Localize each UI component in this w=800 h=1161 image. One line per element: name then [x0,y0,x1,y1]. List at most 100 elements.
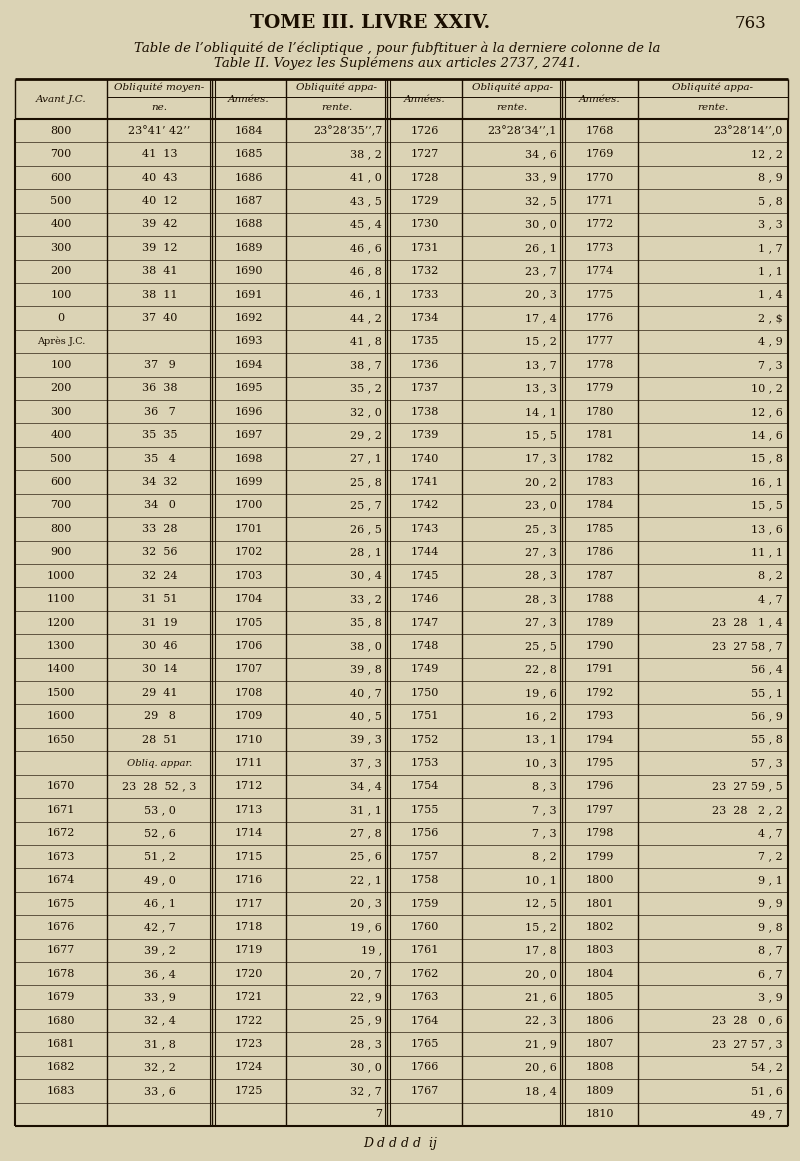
Text: 23  27 58 , 7: 23 27 58 , 7 [712,641,783,651]
Text: 23°28’35’’,7: 23°28’35’’,7 [313,125,382,136]
Text: 1740: 1740 [410,454,438,463]
Text: 40  12: 40 12 [142,196,178,205]
Text: 1709: 1709 [235,712,263,721]
Text: 1757: 1757 [410,852,438,861]
Text: 1779: 1779 [586,383,614,394]
Text: 1720: 1720 [235,968,263,979]
Text: 1795: 1795 [586,758,614,769]
Text: 1 , 1: 1 , 1 [758,266,783,276]
Text: 1685: 1685 [234,149,263,159]
Text: 23  27 59 , 5: 23 27 59 , 5 [712,781,783,792]
Text: 32 , 7: 32 , 7 [350,1086,382,1096]
Text: 1747: 1747 [410,618,438,627]
Text: 1690: 1690 [234,266,263,276]
Text: 22 , 3: 22 , 3 [525,1016,557,1025]
Text: 23  28   1 , 4: 23 28 1 , 4 [712,618,783,627]
Text: 23°41’ 42’’: 23°41’ 42’’ [128,125,190,136]
Text: 25 , 8: 25 , 8 [350,477,382,486]
Text: Obliq. appar.: Obliq. appar. [127,758,192,767]
Text: 200: 200 [50,383,72,394]
Text: 19 ,: 19 , [361,945,382,956]
Text: 1762: 1762 [410,968,438,979]
Text: 20 , 2: 20 , 2 [525,477,557,486]
Text: 1780: 1780 [586,406,614,417]
Text: 1787: 1787 [586,571,614,580]
Text: 13 , 7: 13 , 7 [526,360,557,370]
Text: 1790: 1790 [586,641,614,651]
Text: 7 , 3: 7 , 3 [532,828,557,838]
Text: 1753: 1753 [410,758,438,769]
Text: D d d d d  ij: D d d d d ij [363,1137,437,1149]
Text: 1786: 1786 [586,547,614,557]
Text: 32 , 2: 32 , 2 [143,1062,175,1073]
Text: 31 , 8: 31 , 8 [143,1039,175,1050]
Text: 54 , 2: 54 , 2 [751,1062,783,1073]
Text: 1725: 1725 [235,1086,263,1096]
Text: 31  51: 31 51 [142,594,178,604]
Text: 38  11: 38 11 [142,289,178,300]
Text: 37 , 3: 37 , 3 [350,758,382,769]
Text: 39  42: 39 42 [142,219,178,230]
Text: 1100: 1100 [46,594,75,604]
Text: 17 , 8: 17 , 8 [526,945,557,956]
Text: 1810: 1810 [586,1109,614,1119]
Text: 1751: 1751 [410,712,438,721]
Text: 1707: 1707 [235,664,263,675]
Text: 800: 800 [50,524,72,534]
Text: 1797: 1797 [586,805,614,815]
Text: 23  28   2 , 2: 23 28 2 , 2 [712,805,783,815]
Text: 33 , 9: 33 , 9 [525,173,557,182]
Text: 41 , 0: 41 , 0 [350,173,382,182]
Text: 1705: 1705 [235,618,263,627]
Text: 400: 400 [50,431,72,440]
Text: 10 , 3: 10 , 3 [525,758,557,769]
Text: 56 , 9: 56 , 9 [751,712,783,721]
Text: 26 , 1: 26 , 1 [525,243,557,253]
Text: 1400: 1400 [46,664,75,675]
Text: 51 , 2: 51 , 2 [143,852,175,861]
Text: Années.: Années. [579,94,621,103]
Text: 1674: 1674 [47,875,75,885]
Text: 1769: 1769 [586,149,614,159]
Text: 1682: 1682 [46,1062,75,1073]
Text: 40 , 7: 40 , 7 [350,687,382,698]
Text: 17 , 4: 17 , 4 [526,313,557,323]
Text: 1694: 1694 [234,360,263,370]
Text: 1746: 1746 [410,594,438,604]
Text: 1766: 1766 [410,1062,438,1073]
Text: 1712: 1712 [235,781,263,792]
Text: 1693: 1693 [234,337,263,346]
Text: 600: 600 [50,173,72,182]
Text: 39  12: 39 12 [142,243,178,253]
Text: 13 , 3: 13 , 3 [525,383,557,394]
Text: 37   9: 37 9 [144,360,175,370]
Text: 1718: 1718 [235,922,263,932]
Text: 1687: 1687 [235,196,263,205]
Text: 13 , 6: 13 , 6 [751,524,783,534]
Text: 8 , 2: 8 , 2 [532,852,557,861]
Text: 1755: 1755 [410,805,438,815]
Text: 25 , 6: 25 , 6 [350,852,382,861]
Text: 1776: 1776 [586,313,614,323]
Text: 20 , 6: 20 , 6 [525,1062,557,1073]
Text: 55 , 8: 55 , 8 [751,735,783,744]
Text: 19 , 6: 19 , 6 [350,922,382,932]
Text: 12 , 2: 12 , 2 [751,149,783,159]
Text: 1722: 1722 [235,1016,263,1025]
Text: 1 , 7: 1 , 7 [758,243,783,253]
Text: 23  28   0 , 6: 23 28 0 , 6 [712,1016,783,1025]
Text: 36   7: 36 7 [144,406,175,417]
Text: 500: 500 [50,196,72,205]
Text: 39 , 2: 39 , 2 [143,945,175,956]
Text: 37  40: 37 40 [142,313,177,323]
Text: 900: 900 [50,547,72,557]
Text: 1672: 1672 [47,828,75,838]
Text: 0: 0 [58,313,65,323]
Text: 1802: 1802 [586,922,614,932]
Text: 29   8: 29 8 [143,712,175,721]
Text: 9 , 8: 9 , 8 [758,922,783,932]
Text: 1796: 1796 [586,781,614,792]
Text: 34 , 4: 34 , 4 [350,781,382,792]
Text: 33 , 2: 33 , 2 [350,594,382,604]
Text: 1749: 1749 [410,664,438,675]
